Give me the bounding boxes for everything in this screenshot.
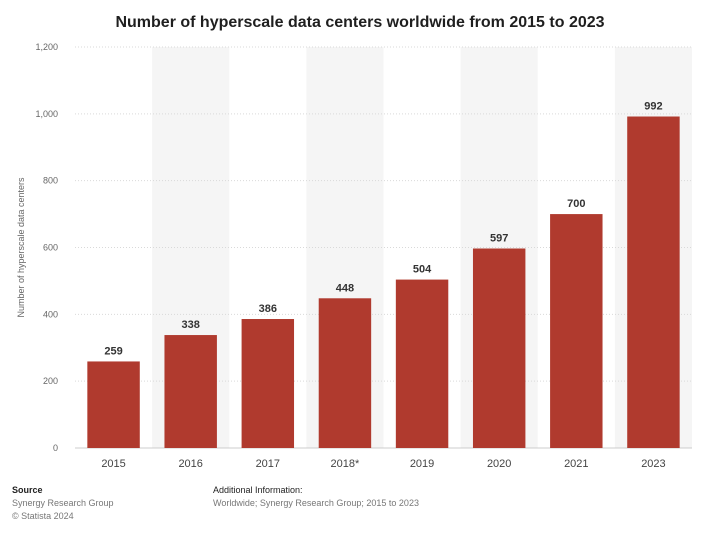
y-axis-title: Number of hyperscale data centers (16, 177, 26, 318)
y-tick-label: 400 (43, 309, 58, 319)
bar (318, 298, 372, 448)
x-tick-label: 2016 (178, 458, 202, 470)
copyright-line: © Statista 2024 (12, 511, 74, 521)
data-label: 700 (567, 198, 585, 210)
bar (164, 335, 217, 448)
source-line: Synergy Research Group (12, 498, 114, 508)
bar (627, 116, 680, 449)
y-tick-label: 1,000 (35, 109, 58, 119)
data-label: 386 (259, 303, 277, 315)
bar (395, 279, 449, 448)
bar (241, 319, 295, 448)
source-block: Source Synergy Research Group © Statista… (12, 484, 114, 523)
additional-info-block: Additional Information: Worldwide; Syner… (213, 484, 419, 510)
y-tick-label: 600 (43, 243, 58, 253)
additional-info-label: Additional Information: (213, 485, 303, 495)
data-label: 597 (490, 233, 508, 245)
y-tick-label: 200 (43, 376, 58, 386)
bar (550, 214, 603, 448)
data-label: 259 (104, 345, 122, 357)
bar (472, 248, 526, 448)
x-tick-label: 2017 (256, 458, 280, 470)
x-tick-label: 2015 (101, 458, 125, 470)
additional-info-text: Worldwide; Synergy Research Group; 2015 … (213, 498, 419, 508)
data-label: 504 (413, 264, 432, 276)
x-tick-label: 2020 (487, 458, 511, 470)
source-label: Source (12, 485, 43, 495)
data-label: 448 (336, 282, 354, 294)
y-tick-label: 0 (53, 443, 58, 453)
x-tick-label: 2023 (641, 458, 665, 470)
y-tick-label: 1,200 (35, 42, 58, 52)
x-tick-label: 2019 (410, 458, 434, 470)
data-label: 992 (644, 101, 662, 113)
x-tick-label: 2018* (331, 458, 360, 470)
chart-title: Number of hyperscale data centers worldw… (115, 14, 605, 31)
bar (87, 361, 140, 448)
data-label: 338 (182, 319, 200, 331)
y-tick-label: 800 (43, 176, 58, 186)
x-tick-label: 2021 (564, 458, 588, 470)
